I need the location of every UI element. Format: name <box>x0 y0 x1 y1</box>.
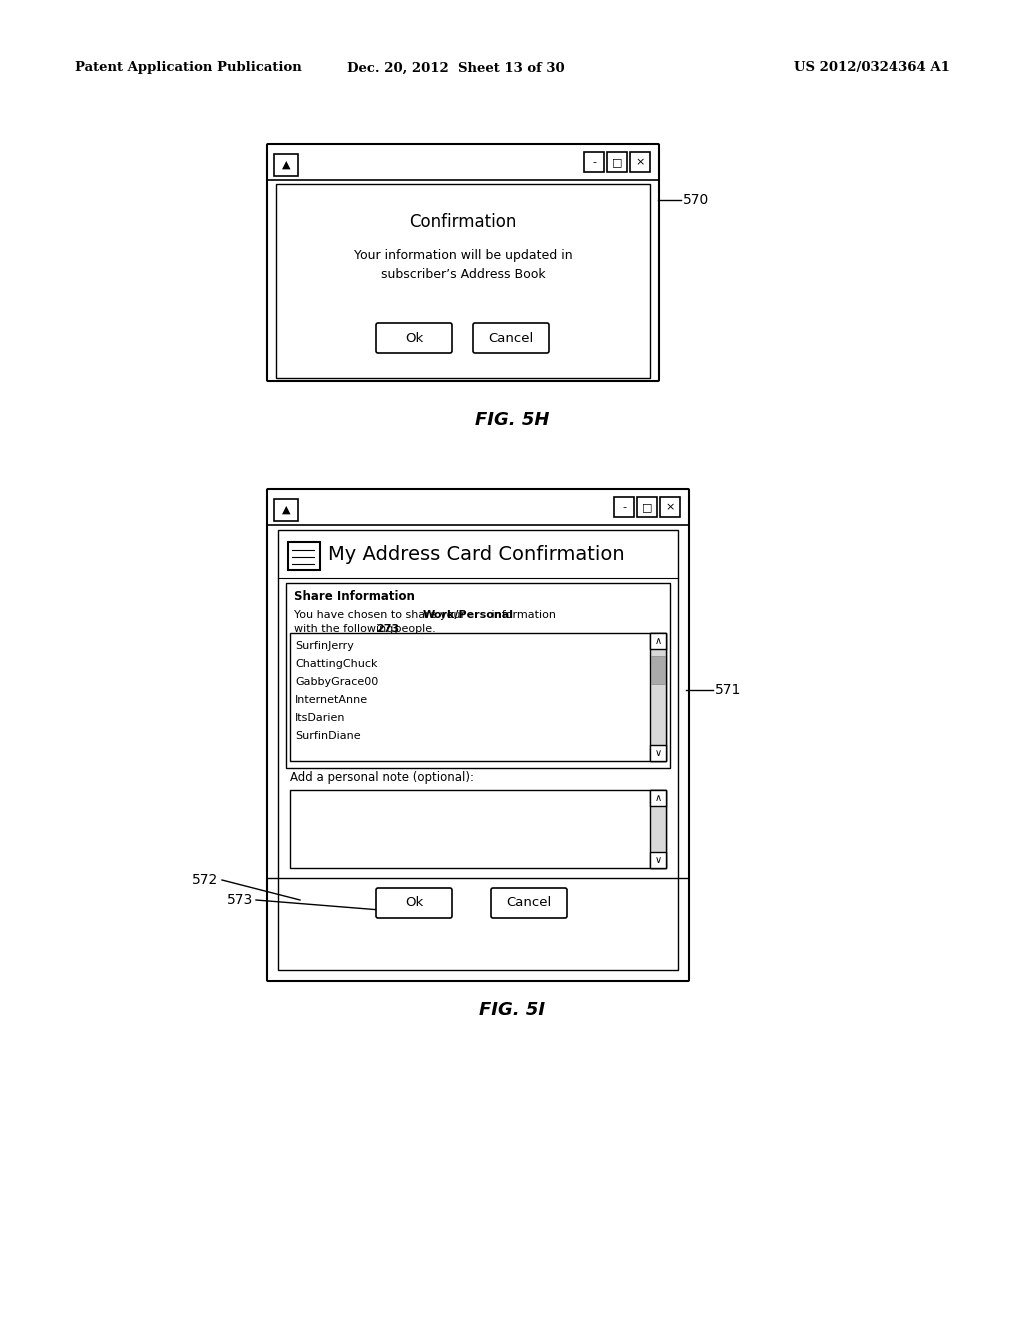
Text: Ok: Ok <box>404 896 423 909</box>
Text: ChattingChuck: ChattingChuck <box>295 659 378 669</box>
Bar <box>650 634 666 762</box>
Bar <box>660 498 680 517</box>
Text: -: - <box>622 502 626 512</box>
Bar <box>637 498 657 517</box>
Bar <box>650 744 666 762</box>
Text: information: information <box>488 610 556 620</box>
Text: 273: 273 <box>376 624 398 634</box>
Text: ∨: ∨ <box>654 855 662 865</box>
Text: My Address Card Confirmation: My Address Card Confirmation <box>328 544 625 564</box>
Text: ×: × <box>666 502 675 512</box>
FancyBboxPatch shape <box>376 323 452 352</box>
Text: Dec. 20, 2012  Sheet 13 of 30: Dec. 20, 2012 Sheet 13 of 30 <box>347 62 565 74</box>
Text: FIG. 5H: FIG. 5H <box>475 411 549 429</box>
Bar <box>276 183 650 378</box>
Text: 573: 573 <box>226 894 253 907</box>
Bar <box>290 634 666 762</box>
Text: ItsDarien: ItsDarien <box>295 713 345 723</box>
Text: FIG. 5I: FIG. 5I <box>479 1001 545 1019</box>
FancyBboxPatch shape <box>376 888 452 917</box>
Text: GabbyGrace00: GabbyGrace00 <box>295 677 378 686</box>
Text: Ok: Ok <box>404 331 423 345</box>
Bar <box>650 634 666 649</box>
Bar <box>278 531 678 970</box>
Text: ×: × <box>635 157 645 168</box>
Text: 572: 572 <box>191 873 218 887</box>
Bar <box>290 789 666 869</box>
Bar <box>584 152 604 172</box>
Bar <box>650 789 666 807</box>
Text: You have chosen to share your: You have chosen to share your <box>294 610 469 620</box>
Text: -: - <box>592 157 596 168</box>
FancyBboxPatch shape <box>267 144 659 381</box>
Text: ▲: ▲ <box>282 506 290 515</box>
Text: Patent Application Publication: Patent Application Publication <box>75 62 302 74</box>
Bar <box>614 498 634 517</box>
Bar <box>274 499 298 521</box>
Text: 571: 571 <box>715 682 741 697</box>
Bar <box>650 789 666 869</box>
Text: ▲: ▲ <box>282 160 290 170</box>
Text: ∨: ∨ <box>654 748 662 758</box>
Text: people.: people. <box>391 624 435 634</box>
Text: ∧: ∧ <box>654 636 662 645</box>
Bar <box>274 154 298 176</box>
Text: Add a personal note (optional):: Add a personal note (optional): <box>290 771 474 784</box>
Text: Work/Personal: Work/Personal <box>423 610 514 620</box>
Bar <box>286 583 670 768</box>
Text: SurfinJerry: SurfinJerry <box>295 642 354 651</box>
Text: 570: 570 <box>683 193 710 207</box>
Text: Share Information: Share Information <box>294 590 415 603</box>
Text: US 2012/0324364 A1: US 2012/0324364 A1 <box>795 62 950 74</box>
Bar <box>607 152 627 172</box>
Bar <box>650 851 666 869</box>
Text: subscriber’s Address Book: subscriber’s Address Book <box>381 268 546 281</box>
Text: with the following: with the following <box>294 624 397 634</box>
Text: SurfinDiane: SurfinDiane <box>295 731 360 741</box>
Text: Cancel: Cancel <box>488 331 534 345</box>
FancyBboxPatch shape <box>473 323 549 352</box>
Bar <box>630 152 650 172</box>
Text: InternetAnne: InternetAnne <box>295 696 368 705</box>
Text: □: □ <box>642 502 652 512</box>
Bar <box>288 543 319 570</box>
FancyBboxPatch shape <box>490 888 567 917</box>
Text: □: □ <box>611 157 623 168</box>
Text: Your information will be updated in: Your information will be updated in <box>353 248 572 261</box>
Text: ∧: ∧ <box>654 793 662 803</box>
Bar <box>651 656 665 684</box>
Text: Confirmation: Confirmation <box>410 213 517 231</box>
Text: Cancel: Cancel <box>507 896 552 909</box>
FancyBboxPatch shape <box>267 488 689 981</box>
